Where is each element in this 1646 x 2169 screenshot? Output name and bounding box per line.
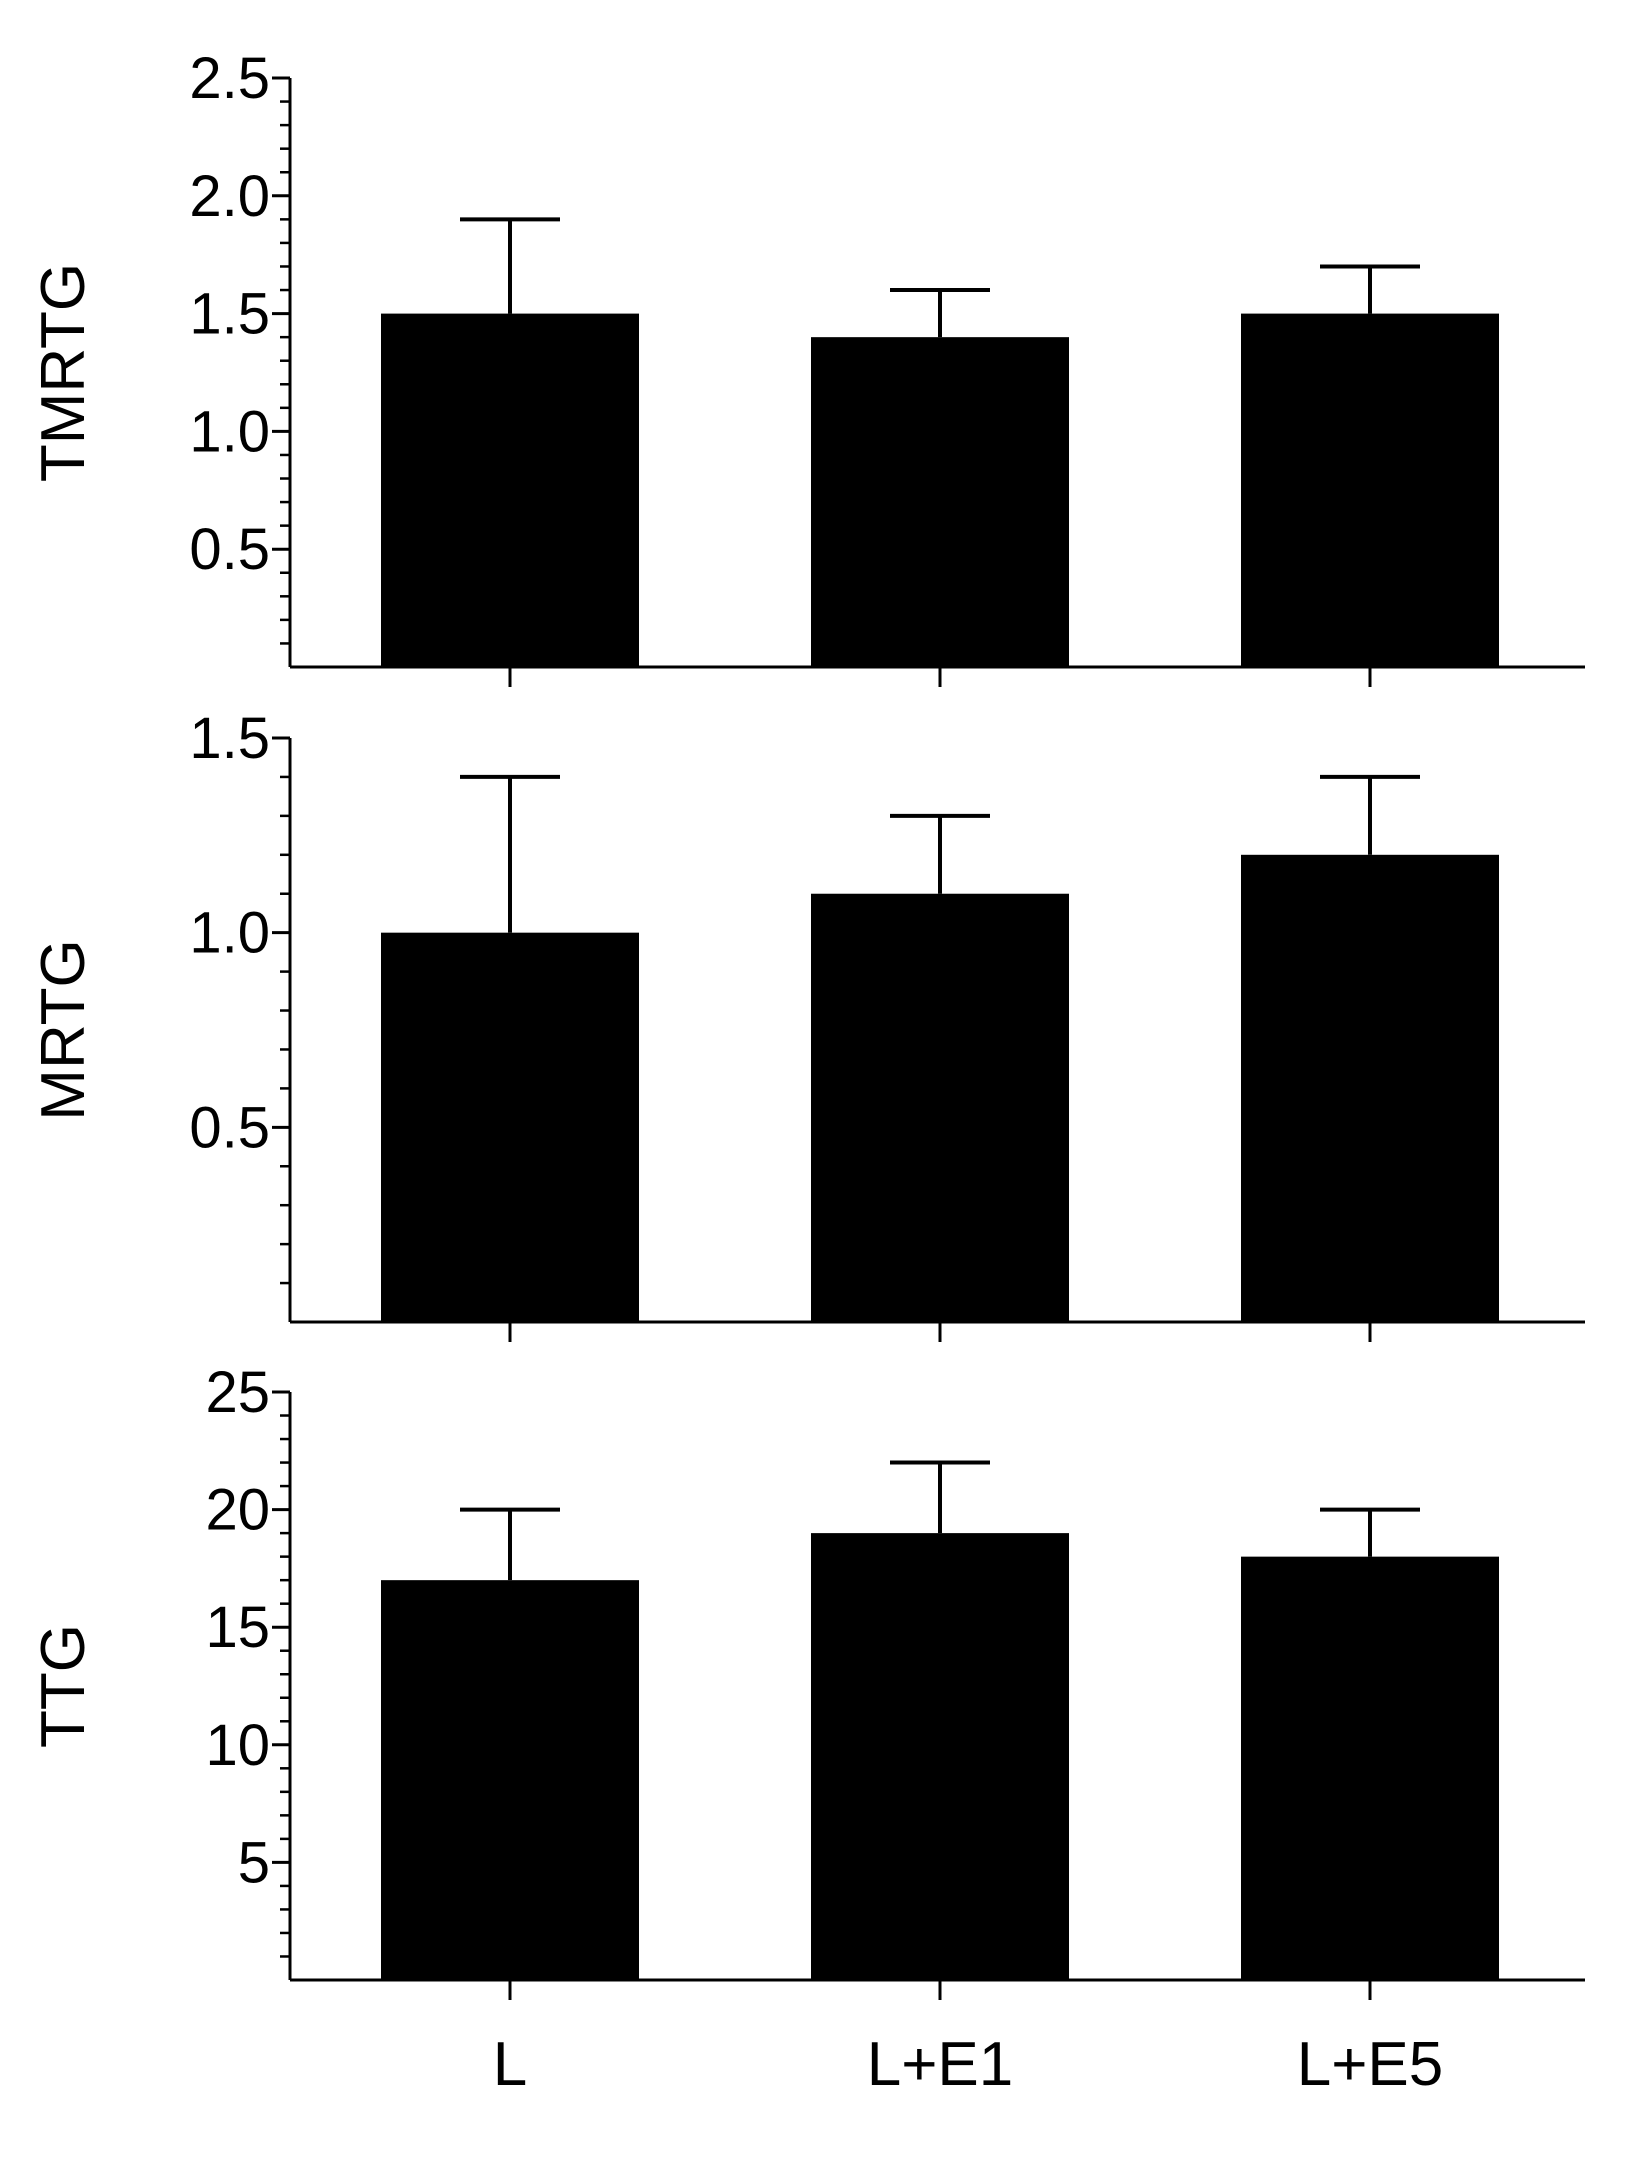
y-tick-label: 15 [205,1595,270,1660]
y-tick-label: 1.5 [189,706,270,771]
y-axis-label: TMRTG [29,263,98,482]
chart-panels: 0.5 1.0 1.5 2.0 2.5 TMRTG 0.5 1.0 1.5 MRTG 5 10 15 20… [29,46,1585,2099]
y-tick-label: 0.5 [189,517,270,582]
bar-l [381,313,639,667]
y-axis-label: MRTG [29,939,98,1120]
y-tick-label: 1.0 [189,399,270,464]
panel-tmrtg: 0.5 1.0 1.5 2.0 2.5 TMRTG [29,46,1585,687]
x-tick-label: L [493,2030,527,2099]
y-tick-label: 2.0 [189,164,270,229]
bar-l [381,932,639,1322]
bar-l-plus-e1 [811,337,1069,667]
x-tick-label: L+E1 [867,2030,1014,2099]
panel-mrtg: 0.5 1.0 1.5 MRTG [29,706,1585,1342]
y-axis-label: TTG [29,1624,98,1748]
bar-l-plus-e5 [1241,313,1499,667]
y-tick-label: 25 [205,1360,270,1425]
y-tick-label: 10 [205,1713,270,1778]
bar-l [381,1580,639,1980]
bar-l-plus-e5 [1241,1556,1499,1980]
bar-l-plus-e1 [811,1533,1069,1980]
y-tick-label: 20 [205,1478,270,1543]
y-tick-label: 1.0 [189,901,270,966]
y-tick-label: 0.5 [189,1095,270,1160]
panel-ttg: 5 10 15 20 25 TTG L L+E1 L+E5 [29,1360,1585,2099]
y-tick-label: 1.5 [189,282,270,347]
bar-l-plus-e1 [811,893,1069,1322]
y-tick-label: 2.5 [189,46,270,111]
bar-l-plus-e5 [1241,854,1499,1322]
x-tick-label: L+E5 [1297,2030,1444,2099]
y-tick-label: 5 [238,1830,270,1895]
